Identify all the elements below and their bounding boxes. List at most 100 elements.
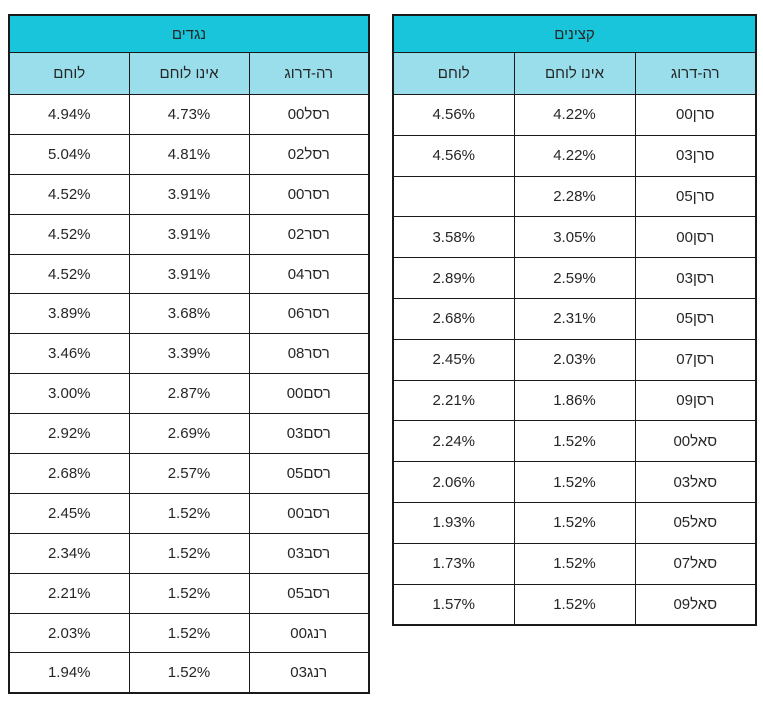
rank-cell: רסם00 bbox=[248, 373, 370, 415]
table-row: רסן05 2.31% 2.68% bbox=[392, 297, 757, 340]
rank-cell: רסב03 bbox=[248, 532, 370, 574]
combatant-cell: 1.93% bbox=[392, 501, 515, 544]
combatant-cell: 5.04% bbox=[8, 133, 130, 175]
combatant-cell: 2.68% bbox=[392, 297, 515, 340]
column-header-rank: רה-דרוג bbox=[634, 52, 757, 95]
table-row: רסב00 1.52% 2.45% bbox=[8, 492, 370, 534]
combatant-cell: 3.58% bbox=[392, 216, 515, 259]
combatant-cell: 2.34% bbox=[8, 532, 130, 574]
rank-cell: רנג00 bbox=[248, 612, 370, 654]
non-combatant-cell: 2.69% bbox=[128, 413, 250, 455]
non-combatant-cell: 1.86% bbox=[513, 379, 636, 422]
combatant-cell: 2.24% bbox=[392, 420, 515, 463]
table-row: סרן03 4.22% 4.56% bbox=[392, 134, 757, 177]
table-row: סאל03 1.52% 2.06% bbox=[392, 461, 757, 503]
ktzinim-table-body: סרן00 4.22% 4.56% סרן03 4.22% 4.56% סרן05 2.28%… bbox=[392, 94, 757, 626]
non-combatant-cell: 1.52% bbox=[128, 652, 250, 694]
rank-cell: רסן03 bbox=[634, 257, 757, 299]
non-combatant-cell: 4.73% bbox=[128, 94, 250, 135]
table-row: סאל05 1.52% 1.93% bbox=[392, 501, 757, 544]
non-combatant-cell: 4.22% bbox=[513, 134, 636, 177]
non-combatant-cell: 4.81% bbox=[128, 133, 250, 175]
table-row: רסר02 3.91% 4.52% bbox=[8, 213, 370, 255]
rank-cell: סאל03 bbox=[634, 461, 757, 503]
ktzinim-table-head: קצינים רה-דרוג אינו לוחם לוחם bbox=[392, 14, 757, 95]
table-header-row: רה-דרוג אינו לוחם לוחם bbox=[392, 52, 757, 95]
non-combatant-cell: 2.87% bbox=[128, 373, 250, 415]
non-combatant-cell: 2.28% bbox=[513, 175, 636, 218]
non-combatant-cell: 2.31% bbox=[513, 297, 636, 340]
table-row: סאל09 1.52% 1.57% bbox=[392, 583, 757, 626]
combatant-cell: 2.21% bbox=[392, 379, 515, 422]
combatant-cell: 1.73% bbox=[392, 542, 515, 585]
table-row: רנג00 1.52% 2.03% bbox=[8, 612, 370, 654]
combatant-cell: 4.52% bbox=[8, 173, 130, 215]
non-combatant-cell: 2.57% bbox=[128, 453, 250, 494]
non-combatant-cell: 1.52% bbox=[128, 532, 250, 574]
rank-cell: רסר04 bbox=[248, 253, 370, 295]
non-combatant-cell: 1.52% bbox=[513, 461, 636, 503]
non-combatant-cell: 3.91% bbox=[128, 173, 250, 215]
rank-cell: רסר00 bbox=[248, 173, 370, 215]
table-title-row: קצינים bbox=[392, 14, 757, 53]
combatant-cell: 3.89% bbox=[8, 293, 130, 335]
non-combatant-cell: 1.52% bbox=[513, 583, 636, 626]
rank-cell: סאל00 bbox=[634, 420, 757, 463]
table-row: סרן00 4.22% 4.56% bbox=[392, 94, 757, 136]
non-combatant-cell: 1.52% bbox=[128, 612, 250, 654]
rank-cell: סאל09 bbox=[634, 583, 757, 626]
combatant-cell bbox=[392, 175, 515, 218]
table-row: רסם03 2.69% 2.92% bbox=[8, 413, 370, 455]
table-row: סרן05 2.28% bbox=[392, 175, 757, 218]
combatant-cell: 4.52% bbox=[8, 213, 130, 255]
combatant-cell: 4.56% bbox=[392, 134, 515, 177]
table-row: רסב05 1.52% 2.21% bbox=[8, 572, 370, 614]
non-combatant-cell: 3.91% bbox=[128, 213, 250, 255]
table-row: רסן09 1.86% 2.21% bbox=[392, 379, 757, 422]
non-combatant-cell: 4.22% bbox=[513, 94, 636, 136]
rank-cell: רסר06 bbox=[248, 293, 370, 335]
combatant-cell: 1.94% bbox=[8, 652, 130, 694]
ktzinim-table-title: קצינים bbox=[392, 14, 757, 53]
column-header-non-combatant: אינו לוחם bbox=[513, 52, 636, 95]
combatant-cell: 2.92% bbox=[8, 413, 130, 455]
rank-cell: רסל02 bbox=[248, 133, 370, 175]
non-combatant-cell: 2.59% bbox=[513, 257, 636, 299]
rank-cell: רסם03 bbox=[248, 413, 370, 455]
table-row: רנג03 1.52% 1.94% bbox=[8, 652, 370, 694]
column-header-non-combatant: אינו לוחם bbox=[128, 52, 250, 95]
rank-cell: רנג03 bbox=[248, 652, 370, 694]
nagadim-table-head: נגדים רה-דרוג אינו לוחם לוחם bbox=[8, 14, 370, 95]
table-row: רסל02 4.81% 5.04% bbox=[8, 133, 370, 175]
combatant-cell: 2.89% bbox=[392, 257, 515, 299]
table-row: רסן07 2.03% 2.45% bbox=[392, 338, 757, 381]
table-row: רסם05 2.57% 2.68% bbox=[8, 453, 370, 494]
non-combatant-cell: 3.39% bbox=[128, 333, 250, 375]
ktzinim-table: קצינים רה-דרוג אינו לוחם לוחם סרן00 4.22%… bbox=[392, 14, 757, 627]
rank-cell: רסל00 bbox=[248, 94, 370, 135]
rank-cell: רסן00 bbox=[634, 216, 757, 259]
combatant-cell: 4.94% bbox=[8, 94, 130, 135]
non-combatant-cell: 3.91% bbox=[128, 253, 250, 295]
non-combatant-cell: 1.52% bbox=[513, 501, 636, 544]
rank-cell: רסב00 bbox=[248, 492, 370, 534]
nagadim-table-body: רסל00 4.73% 4.94% רסל02 4.81% 5.04% רסר00 3.91%… bbox=[8, 94, 370, 694]
rank-cell: רסם05 bbox=[248, 453, 370, 494]
table-row: רסר06 3.68% 3.89% bbox=[8, 293, 370, 335]
rank-cell: סאל05 bbox=[634, 501, 757, 544]
rank-cell: סאל07 bbox=[634, 542, 757, 585]
table-row: רסם00 2.87% 3.00% bbox=[8, 373, 370, 415]
column-header-combatant: לוחם bbox=[8, 52, 130, 95]
non-combatant-cell: 1.52% bbox=[513, 420, 636, 463]
nagadim-table-title: נגדים bbox=[8, 14, 370, 53]
combatant-cell: 3.00% bbox=[8, 373, 130, 415]
rank-cell: סרן00 bbox=[634, 94, 757, 136]
table-row: רסב03 1.52% 2.34% bbox=[8, 532, 370, 574]
combatant-cell: 2.68% bbox=[8, 453, 130, 494]
combatant-cell: 3.46% bbox=[8, 333, 130, 375]
table-row: רסר00 3.91% 4.52% bbox=[8, 173, 370, 215]
non-combatant-cell: 1.52% bbox=[513, 542, 636, 585]
non-combatant-cell: 1.52% bbox=[128, 492, 250, 534]
combatant-cell: 4.56% bbox=[392, 94, 515, 136]
rank-cell: סרן05 bbox=[634, 175, 757, 218]
